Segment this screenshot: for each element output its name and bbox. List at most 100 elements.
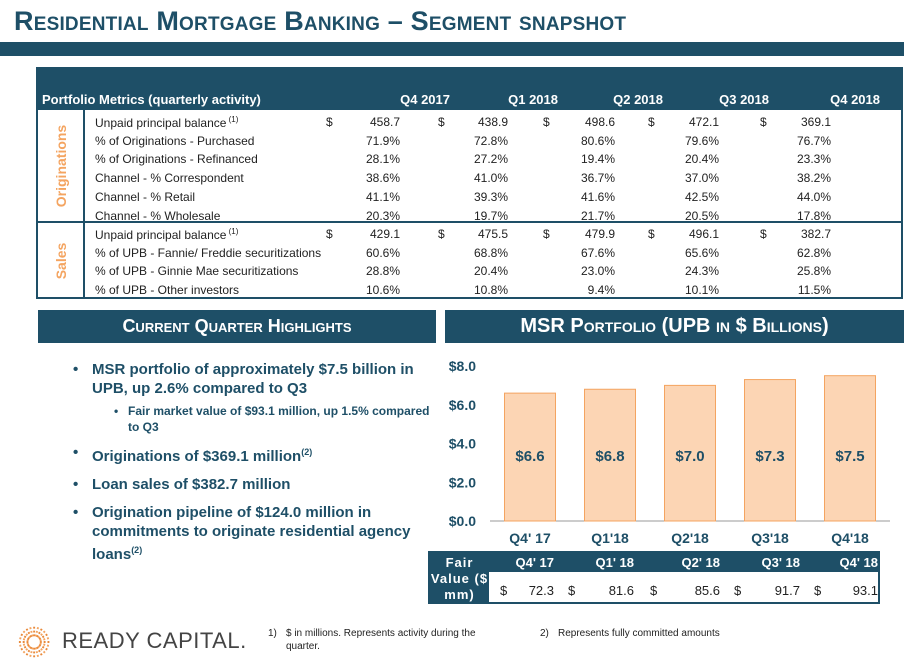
- fair-value-table: Fair Value ($ mm) Q4' 17 $72.3 Q1' 18 $81.6…: [428, 551, 880, 604]
- highlights-header: Current Quarter Highlights: [38, 310, 436, 343]
- table-cell: 41.1%: [365, 189, 400, 204]
- currency-symbol: $: [650, 583, 658, 598]
- row-label: Unpaid principal balance (1): [95, 227, 239, 242]
- table-cell: 68.8%: [473, 245, 508, 260]
- table-cell: 20.3%: [365, 208, 400, 223]
- quarter-header: Q3 2018: [719, 92, 769, 107]
- bar: [584, 388, 636, 522]
- quarter-header: Q4 2017: [400, 92, 450, 107]
- x-tick-label: Q4' 17: [509, 530, 551, 546]
- logo-ray: [17, 636, 29, 642]
- row-label: % of UPB - Ginnie Mae securitizations: [95, 264, 299, 279]
- table-cell: 25.8%: [796, 264, 831, 279]
- originations-section-label: Originations: [38, 110, 85, 222]
- table-cell: 11.5%: [797, 283, 831, 298]
- currency-symbol: $: [648, 115, 655, 129]
- table-cell: 76.7%: [796, 133, 831, 148]
- x-tick-label: Q2'18: [671, 530, 709, 546]
- x-tick-label: Q3'18: [751, 530, 789, 546]
- currency-symbol: $: [814, 583, 822, 598]
- currency-symbol: $: [326, 115, 333, 129]
- fair-value-quarter: Q1' 18: [595, 555, 634, 570]
- logo-ray: [17, 642, 29, 648]
- table-cell: 41.0%: [473, 171, 508, 186]
- table-cell: 42.5%: [684, 189, 719, 204]
- table-cell: 382.7: [800, 227, 831, 241]
- footnote-2-number: 2): [540, 628, 549, 639]
- fair-value-cell: 85.6: [694, 583, 720, 598]
- currency-symbol: $: [760, 227, 767, 241]
- table-cell: 479.9: [584, 227, 615, 241]
- currency-symbol: $: [760, 115, 767, 129]
- sales-section-label: Sales: [38, 223, 85, 299]
- table-cell: 458.7: [369, 115, 400, 129]
- y-tick-label: $2.0: [449, 474, 476, 490]
- fair-value-cell: 91.7: [774, 583, 800, 598]
- table-cell: 41.6%: [580, 189, 615, 204]
- msr-portfolio-header: MSR Portfolio (UPB in $ Billions): [445, 310, 904, 343]
- footnote-2: Represents fully committed amounts: [558, 628, 720, 639]
- table-row: % of UPB - Other investors 10.6% 10.8% 9.4%…: [85, 280, 903, 299]
- table-cell: 36.7%: [580, 171, 615, 186]
- table-row: % of UPB - Fannie/ Freddie securitizatio…: [85, 243, 903, 262]
- table-cell: 9.4%: [587, 283, 615, 298]
- table-row: Channel - % Correspondent 38.6% 41.0% 36.7%…: [85, 168, 903, 187]
- table-cell: 20.5%: [684, 208, 719, 223]
- y-tick-label: $8.0: [449, 358, 476, 374]
- table-cell: 438.9: [477, 115, 508, 129]
- fair-value-quarter: Q4' 18: [839, 555, 878, 570]
- row-label: % of Originations - Refinanced: [95, 152, 258, 167]
- row-label: Unpaid principal balance (1): [95, 115, 239, 130]
- table-cell: 65.6%: [684, 245, 719, 260]
- bar: [664, 384, 716, 522]
- row-label: % of UPB - Other investors: [95, 283, 240, 298]
- highlight-item: Loan sales of $382.7 million: [70, 475, 430, 494]
- bar: [744, 379, 796, 522]
- currency-symbol: $: [438, 227, 445, 241]
- footnote-1-number: 1): [268, 628, 277, 639]
- currency-symbol: $: [568, 583, 576, 598]
- fair-value-label: Fair Value ($ mm): [430, 553, 489, 602]
- bar-value-label: $7.0: [675, 448, 704, 465]
- section-divider: [38, 221, 901, 223]
- table-cell: 472.1: [688, 115, 719, 129]
- x-tick-label: Q4'18: [831, 530, 869, 546]
- highlights-list: MSR portfolio of approximately $7.5 bill…: [70, 360, 430, 573]
- fair-value-cell: 81.6: [608, 583, 634, 598]
- highlight-item: Originations of $369.1 million(2): [70, 443, 430, 466]
- table-cell: 62.8%: [796, 245, 831, 260]
- table-cell: 20.4%: [684, 152, 719, 167]
- table-cell: 10.6%: [365, 283, 400, 298]
- table-cell: 498.6: [584, 115, 615, 129]
- bar-value-label: $6.8: [595, 448, 624, 465]
- table-cell: 38.2%: [796, 171, 831, 186]
- table-cell: 60.6%: [365, 245, 400, 260]
- table-cell: 38.6%: [365, 171, 400, 186]
- fair-value-cell: 93.1: [852, 583, 878, 598]
- table-cell: 27.2%: [473, 152, 508, 167]
- row-label: % of UPB - Fannie/ Freddie securitizatio…: [95, 245, 322, 260]
- table-cell: 10.1%: [684, 283, 719, 298]
- logo-ray: [34, 625, 40, 637]
- currency-symbol: $: [734, 583, 742, 598]
- table-cell: 23.0%: [580, 264, 615, 279]
- bar: [504, 392, 556, 522]
- table-cell: 80.6%: [580, 133, 615, 148]
- logo-ray: [34, 647, 40, 659]
- footnote-1: $ in millions. Represents activity durin…: [286, 628, 476, 652]
- row-label: % of Originations - Purchased: [95, 133, 255, 148]
- bar: [824, 375, 876, 522]
- table-row: Channel - % Wholesale 20.3% 19.7% 21.7% 20.5…: [85, 206, 903, 225]
- page-title: Residential Mortgage Banking – Segment s…: [14, 6, 627, 36]
- table-row: % of UPB - Ginnie Mae securitizations 28.…: [85, 261, 903, 280]
- table-cell: 19.4%: [580, 152, 615, 167]
- y-tick-label: $6.0: [449, 397, 476, 413]
- fair-value-header: [430, 553, 878, 572]
- table-row: % of Originations - Refinanced 28.1% 27.2%…: [85, 149, 903, 168]
- table-cell: 20.4%: [473, 264, 508, 279]
- table-cell: 10.8%: [473, 283, 508, 298]
- quarter-header: Q2 2018: [613, 92, 663, 107]
- table-cell: 39.3%: [473, 189, 508, 204]
- currency-symbol: $: [648, 227, 655, 241]
- table-row: Unpaid principal balance (1) $458.7 $438.9…: [85, 112, 903, 131]
